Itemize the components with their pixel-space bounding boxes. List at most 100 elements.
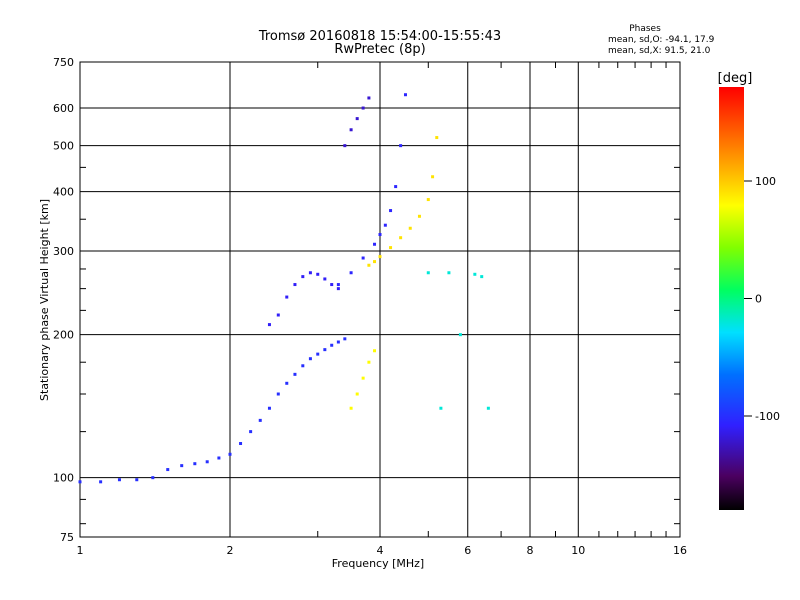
x-tick-label: 10 <box>571 544 585 557</box>
y-tick-label: 500 <box>53 140 74 153</box>
data-point <box>373 242 377 246</box>
data-point <box>301 364 305 368</box>
data-point <box>373 260 377 264</box>
data-point <box>258 418 262 422</box>
axis-ticks: 1 2 4 6 8 10 16 75 100 200 300 400 500 600 750 <box>53 56 687 557</box>
data-point <box>323 348 327 352</box>
y-tick-label: 600 <box>53 102 74 115</box>
data-point <box>447 271 451 275</box>
data-point <box>293 372 297 376</box>
x-tick-label: 4 <box>377 544 384 557</box>
chart-subtitle: RwPretec (8p) <box>334 42 425 57</box>
data-point <box>435 136 439 140</box>
data-point <box>399 144 403 148</box>
data-point <box>389 209 393 213</box>
data-point <box>349 406 353 410</box>
data-point <box>426 271 430 275</box>
y-tick-label: 400 <box>53 186 74 199</box>
data-point <box>343 337 347 341</box>
data-point <box>285 295 289 299</box>
x-tick-label: 1 <box>77 544 84 557</box>
colorbar-tick-label: -100 <box>755 410 780 423</box>
x-tick-label: 16 <box>673 544 687 557</box>
data-point <box>480 275 484 279</box>
data-point <box>473 272 477 276</box>
data-point <box>276 313 280 317</box>
data-point <box>361 376 365 380</box>
data-point <box>336 340 340 344</box>
colorbar-tick-label: 0 <box>755 293 762 306</box>
data-point <box>458 333 462 337</box>
data-point <box>267 323 271 327</box>
colorbar-label: [deg] <box>718 71 753 86</box>
data-point <box>486 406 490 410</box>
data-point <box>399 236 403 240</box>
data-point <box>417 214 421 218</box>
colorbar-ticks: 100 0 -100 <box>744 175 780 423</box>
y-tick-label: 200 <box>53 329 74 342</box>
data-point <box>276 392 280 396</box>
y-tick-label: 100 <box>53 472 74 485</box>
data-point <box>367 96 371 100</box>
data-point <box>217 456 221 460</box>
data-point <box>431 175 435 179</box>
data-point <box>336 287 340 291</box>
data-point <box>355 117 359 121</box>
x-tick-label: 8 <box>527 544 534 557</box>
data-point <box>336 283 340 287</box>
data-points <box>78 93 490 484</box>
data-point <box>403 93 407 97</box>
data-point <box>285 381 289 385</box>
data-point <box>378 255 382 259</box>
data-point <box>239 442 243 446</box>
data-point <box>301 275 305 279</box>
phase-stat-o: mean, sd,O: -94.1, 17.9 <box>608 35 715 45</box>
data-point <box>389 246 393 250</box>
data-point <box>367 360 371 364</box>
data-point <box>267 406 271 410</box>
y-tick-label: 750 <box>53 56 74 69</box>
data-point <box>166 468 170 472</box>
y-axis-label: Stationary phase Virtual Height [km] <box>38 199 51 401</box>
x-axis-label: Frequency [MHz] <box>332 557 424 570</box>
data-point <box>367 263 371 267</box>
data-point <box>228 452 232 456</box>
data-point <box>330 343 334 347</box>
data-point <box>349 128 353 132</box>
data-point <box>323 277 327 281</box>
colorbar <box>719 87 744 510</box>
data-point <box>316 272 320 276</box>
data-point <box>343 144 347 148</box>
data-point <box>308 357 312 361</box>
data-point <box>151 476 155 480</box>
y-tick-label: 300 <box>53 245 74 258</box>
data-point <box>361 106 365 110</box>
data-point <box>293 283 297 287</box>
data-point <box>316 352 320 356</box>
x-tick-label: 6 <box>464 544 471 557</box>
data-point <box>78 480 82 484</box>
phase-header: Phases <box>629 24 661 34</box>
y-tick-label: 75 <box>60 531 74 544</box>
data-point <box>117 478 121 482</box>
data-point <box>361 256 365 260</box>
data-point <box>355 392 359 396</box>
grid-lines <box>80 62 680 537</box>
chart-title: Tromsø 20160818 15:54:00-15:55:43 <box>258 29 501 44</box>
data-point <box>373 349 377 353</box>
data-point <box>180 464 184 468</box>
data-point <box>193 462 197 466</box>
data-point <box>330 283 334 287</box>
data-point <box>383 223 387 227</box>
data-point <box>249 430 253 434</box>
data-point <box>308 271 312 275</box>
x-tick-label: 2 <box>227 544 234 557</box>
data-point <box>439 406 443 410</box>
colorbar-tick-label: 100 <box>755 175 776 188</box>
data-point <box>394 185 398 189</box>
data-point <box>349 271 353 275</box>
data-point <box>205 460 209 464</box>
phase-stat-x: mean, sd,X: 91.5, 21.0 <box>608 46 711 56</box>
data-point <box>426 198 430 202</box>
